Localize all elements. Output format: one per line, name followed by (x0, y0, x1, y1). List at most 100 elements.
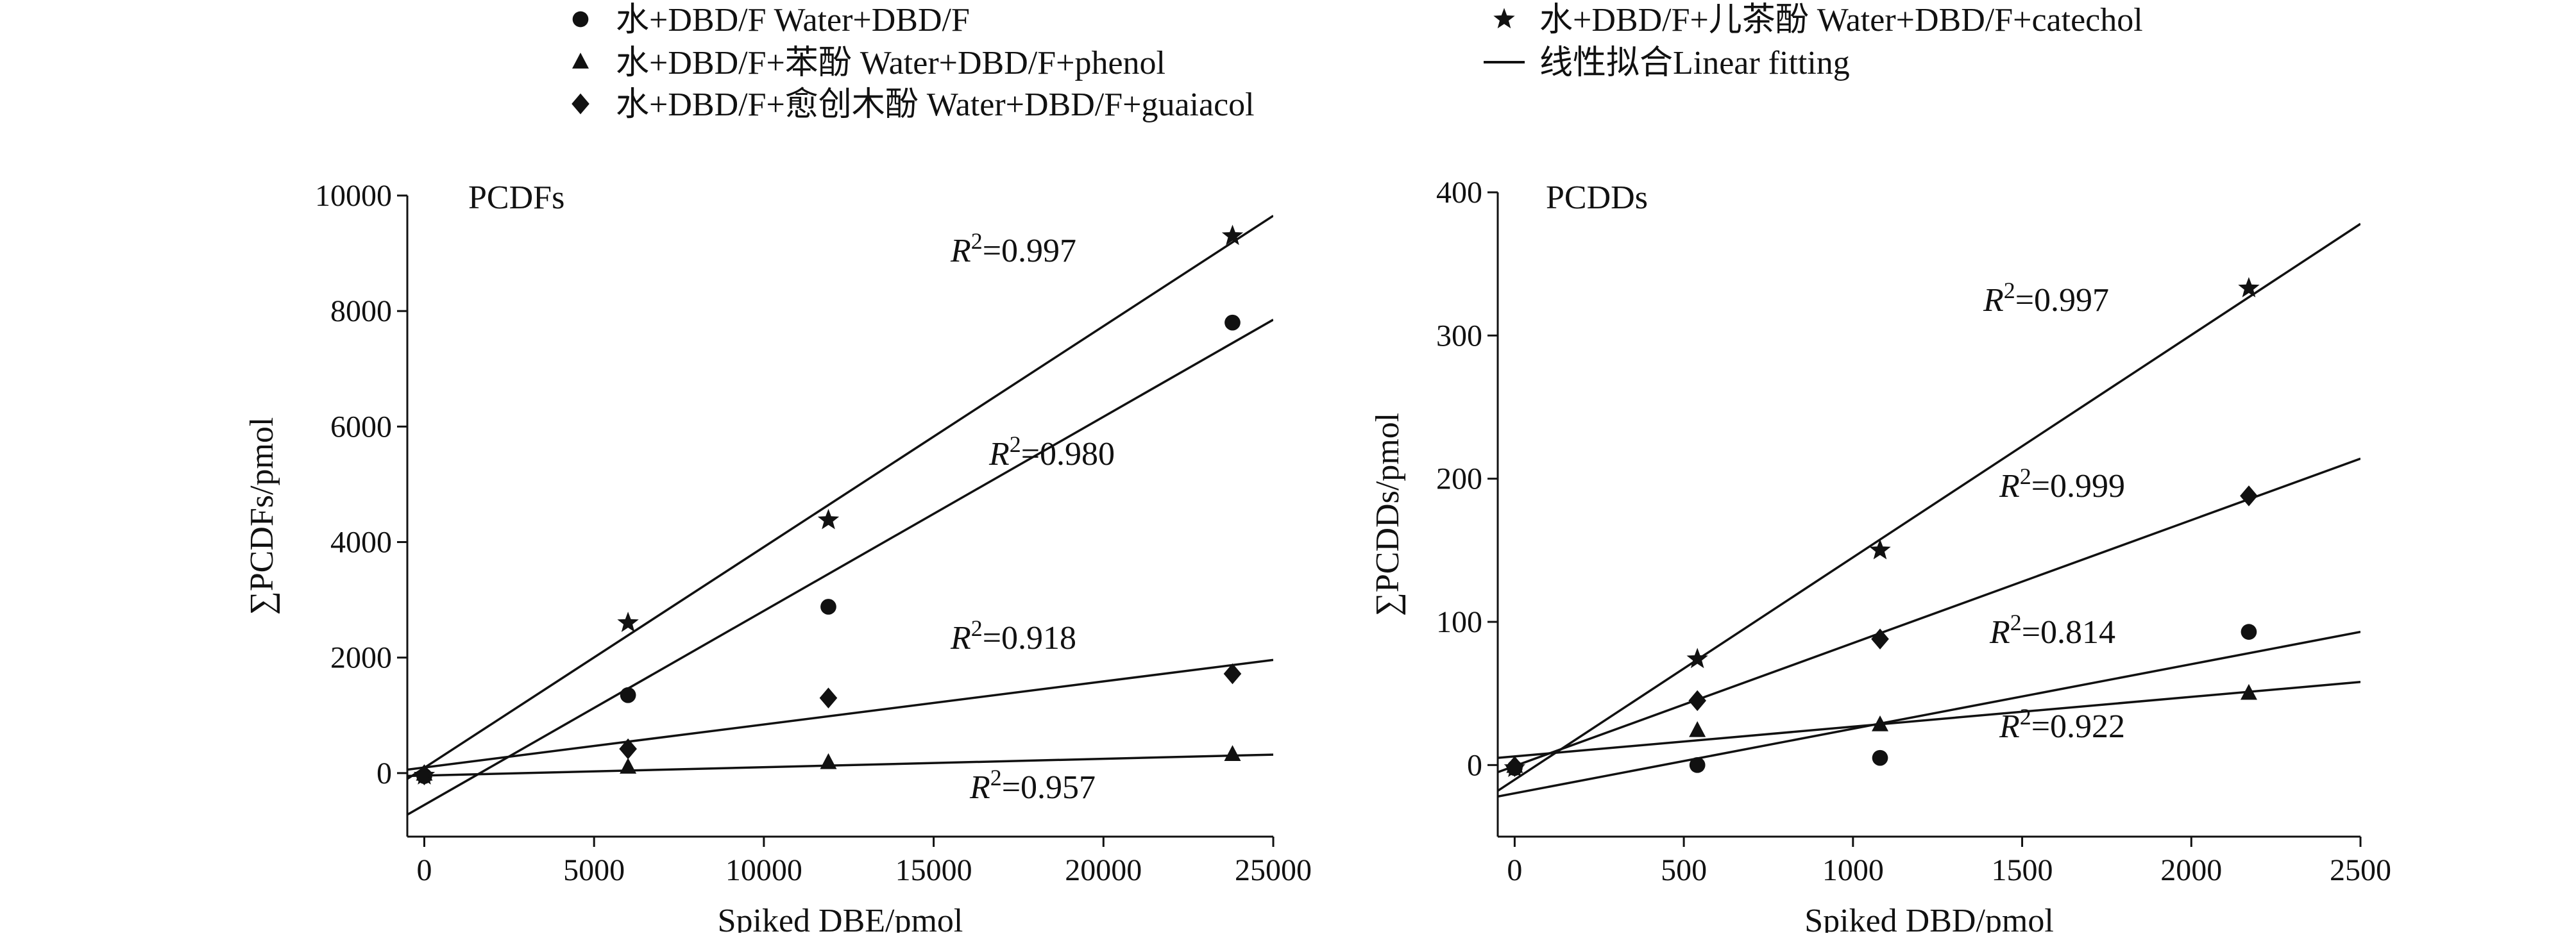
r2-value: =0.957 (1002, 769, 1096, 806)
data-point-circle (2241, 624, 2257, 640)
data-point-star (1221, 224, 1244, 246)
data-point-triangle (1689, 721, 1706, 737)
data-point-star (817, 508, 840, 530)
data-point-star (617, 612, 639, 632)
x-tick-label: 0 (1507, 853, 1522, 887)
y-axis-label: ∑PCDDs/pmol (1369, 413, 1406, 616)
x-tick-label: 0 (416, 853, 432, 887)
r2-value: =0.918 (983, 620, 1076, 656)
x-tick-label: 2000 (2160, 853, 2222, 887)
legend-label-circle: 水+DBD/F Water+DBD/F (616, 2, 970, 38)
r2-label-circle: R2=0.980 (988, 431, 1115, 472)
series-star: R2=0.997 (407, 215, 1273, 785)
data-point-triangle (1224, 745, 1241, 761)
chart-pcdfs: 0 5000 10000 15000 20000 25000 0 2000 4000 6000 80… (244, 179, 1312, 936)
series-triangle: R2=0.922 (1498, 681, 2360, 773)
fit-line-triangle (407, 753, 1273, 778)
fit-line-triangle (1498, 681, 2360, 759)
x-tick-label: 1000 (1822, 853, 1884, 887)
legend-marker-star (1493, 8, 1515, 29)
data-point-triangle (620, 758, 637, 774)
r2-value: =0.997 (983, 233, 1076, 269)
x-axis-label: Spiked DBD/pmol (1804, 903, 2054, 933)
data-point-diamond (1223, 663, 1242, 685)
y-tick-label: 300 (1436, 319, 1482, 353)
fit-line-circle (1498, 630, 2360, 798)
data-point-circle (620, 687, 636, 703)
data-point-circle (1872, 749, 1888, 766)
panel-title: PCDFs (468, 180, 564, 216)
data-point-star (1869, 539, 1891, 560)
series-star: R2=0.997 (1498, 222, 2360, 792)
legend-item-triangle: 水+DBD/F+苯酚 Water+DBD/F+phenol (572, 45, 1165, 81)
x-tick-label: 500 (1661, 853, 1707, 887)
data-point-diamond (1871, 628, 1889, 650)
data-point-diamond (619, 738, 637, 760)
y-tick-label: 400 (1436, 176, 1482, 210)
panel-title: PCDDs (1546, 180, 1648, 216)
x-tick-label: 10000 (725, 853, 802, 887)
x-axis-label: Spiked DBE/pmol (718, 903, 963, 933)
series-circle: R2=0.980 (407, 314, 1273, 816)
x-tick-label: 15000 (895, 853, 972, 887)
y-tick-label: 8000 (330, 294, 392, 328)
r2-label-star: R2=0.997 (1983, 278, 2109, 319)
legend-label-star: 水+DBD/F+儿茶酚 Water+DBD/F+catechol (1539, 2, 2143, 38)
legend-item-diamond: 水+DBD/F+愈创木酚 Water+DBD/F+guaiacol (572, 87, 1255, 123)
data-point-star (1686, 648, 1708, 669)
legend-marker-diamond (572, 93, 589, 115)
legend-item-circle: 水+DBD/F Water+DBD/F (572, 2, 970, 38)
x-tick-label: 20000 (1065, 853, 1142, 887)
data-point-triangle (2240, 683, 2257, 700)
legend-marker-triangle (572, 53, 589, 69)
data-point-triangle (1872, 715, 1889, 731)
data-point-circle (1224, 314, 1241, 331)
y-axis-label: ∑PCDFs/pmol (244, 417, 280, 615)
y-tick-label: 6000 (330, 410, 392, 444)
y-tick-label: 4000 (330, 526, 392, 560)
r2-label-star: R2=0.997 (950, 228, 1076, 269)
x-tick-label: 5000 (563, 853, 625, 887)
legend-label-diamond: 水+DBD/F+愈创木酚 Water+DBD/F+guaiacol (616, 87, 1255, 123)
legend: 水+DBD/F Water+DBD/F 水+DBD/F+苯酚 Water+DBD/… (572, 2, 2143, 123)
series-diamond: R2=0.918 (407, 615, 1273, 785)
series-triangle: R2=0.957 (407, 745, 1273, 806)
fit-line-star (407, 215, 1273, 780)
r2-value: =0.980 (1021, 436, 1115, 472)
x-tick-label: 2500 (2330, 853, 2391, 887)
data-point-circle (820, 599, 836, 615)
data-point-diamond (819, 687, 838, 709)
fit-line-star (1498, 222, 2360, 792)
data-point-diamond (1688, 690, 1707, 712)
fit-line-diamond (1498, 457, 2360, 774)
legend-marker-circle (572, 11, 589, 28)
y-tick-label: 0 (1467, 748, 1482, 782)
r2-value: =0.922 (2031, 708, 2125, 745)
legend-item-star: 水+DBD/F+儿茶酚 Water+DBD/F+catechol (1493, 2, 2143, 38)
fit-line-diamond (407, 658, 1273, 771)
r2-label-diamond: R2=0.999 (1999, 464, 2125, 505)
x-tick-label: 25000 (1235, 853, 1312, 887)
r2-label-diamond: R2=0.918 (950, 615, 1076, 656)
r2-label-triangle: R2=0.957 (969, 765, 1096, 806)
y-tick-label: 10000 (315, 179, 392, 213)
data-point-triangle (820, 753, 837, 769)
fit-line-circle (407, 319, 1273, 816)
data-point-diamond (2240, 485, 2258, 506)
data-point-star (2238, 277, 2260, 297)
series-diamond: R2=0.999 (1498, 457, 2360, 777)
data-point-circle (1689, 756, 1706, 773)
r2-value: =0.999 (2031, 468, 2125, 505)
r2-value: =0.997 (2015, 282, 2109, 319)
x-tick-label: 1500 (1992, 853, 2053, 887)
legend-label-triangle: 水+DBD/F+苯酚 Water+DBD/F+phenol (616, 45, 1165, 81)
y-tick-label: 2000 (330, 641, 392, 675)
legend-item-line: 线性拟合Linear fitting (1484, 45, 1850, 81)
series-circle: R2=0.814 (1498, 610, 2360, 798)
r2-label-triangle: R2=0.922 (1999, 704, 2125, 745)
y-tick-label: 200 (1436, 462, 1482, 496)
r2-label-circle: R2=0.814 (1989, 610, 2115, 651)
data-point-star (413, 764, 436, 785)
